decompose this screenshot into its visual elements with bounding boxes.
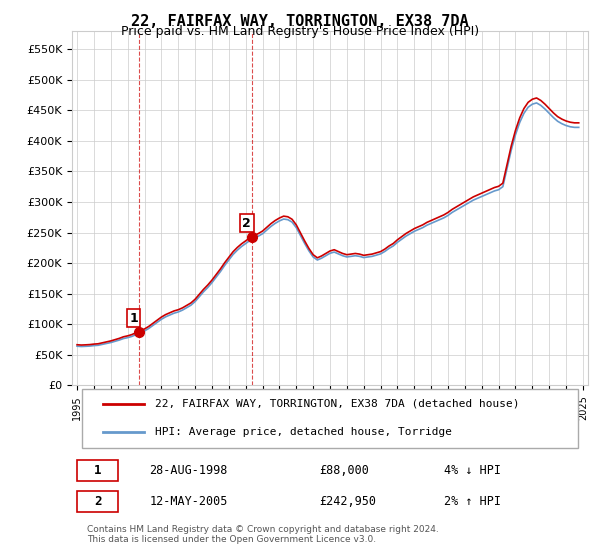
Text: HPI: Average price, detached house, Torridge: HPI: Average price, detached house, Torr… [155, 427, 452, 437]
FancyBboxPatch shape [82, 389, 578, 448]
FancyBboxPatch shape [77, 460, 118, 481]
Text: £242,950: £242,950 [320, 496, 377, 508]
Text: 4% ↓ HPI: 4% ↓ HPI [443, 464, 500, 477]
Text: 2: 2 [242, 217, 251, 230]
Text: 1: 1 [94, 464, 101, 477]
Text: £88,000: £88,000 [320, 464, 370, 477]
Text: 1: 1 [129, 311, 138, 325]
Text: 22, FAIRFAX WAY, TORRINGTON, EX38 7DA (detached house): 22, FAIRFAX WAY, TORRINGTON, EX38 7DA (d… [155, 399, 519, 409]
Text: 2% ↑ HPI: 2% ↑ HPI [443, 496, 500, 508]
Text: 12-MAY-2005: 12-MAY-2005 [149, 496, 228, 508]
Text: Contains HM Land Registry data © Crown copyright and database right 2024.
This d: Contains HM Land Registry data © Crown c… [88, 525, 439, 544]
Text: Price paid vs. HM Land Registry's House Price Index (HPI): Price paid vs. HM Land Registry's House … [121, 25, 479, 38]
Text: 2: 2 [94, 496, 101, 508]
FancyBboxPatch shape [77, 491, 118, 512]
Text: 22, FAIRFAX WAY, TORRINGTON, EX38 7DA: 22, FAIRFAX WAY, TORRINGTON, EX38 7DA [131, 14, 469, 29]
Text: 28-AUG-1998: 28-AUG-1998 [149, 464, 228, 477]
